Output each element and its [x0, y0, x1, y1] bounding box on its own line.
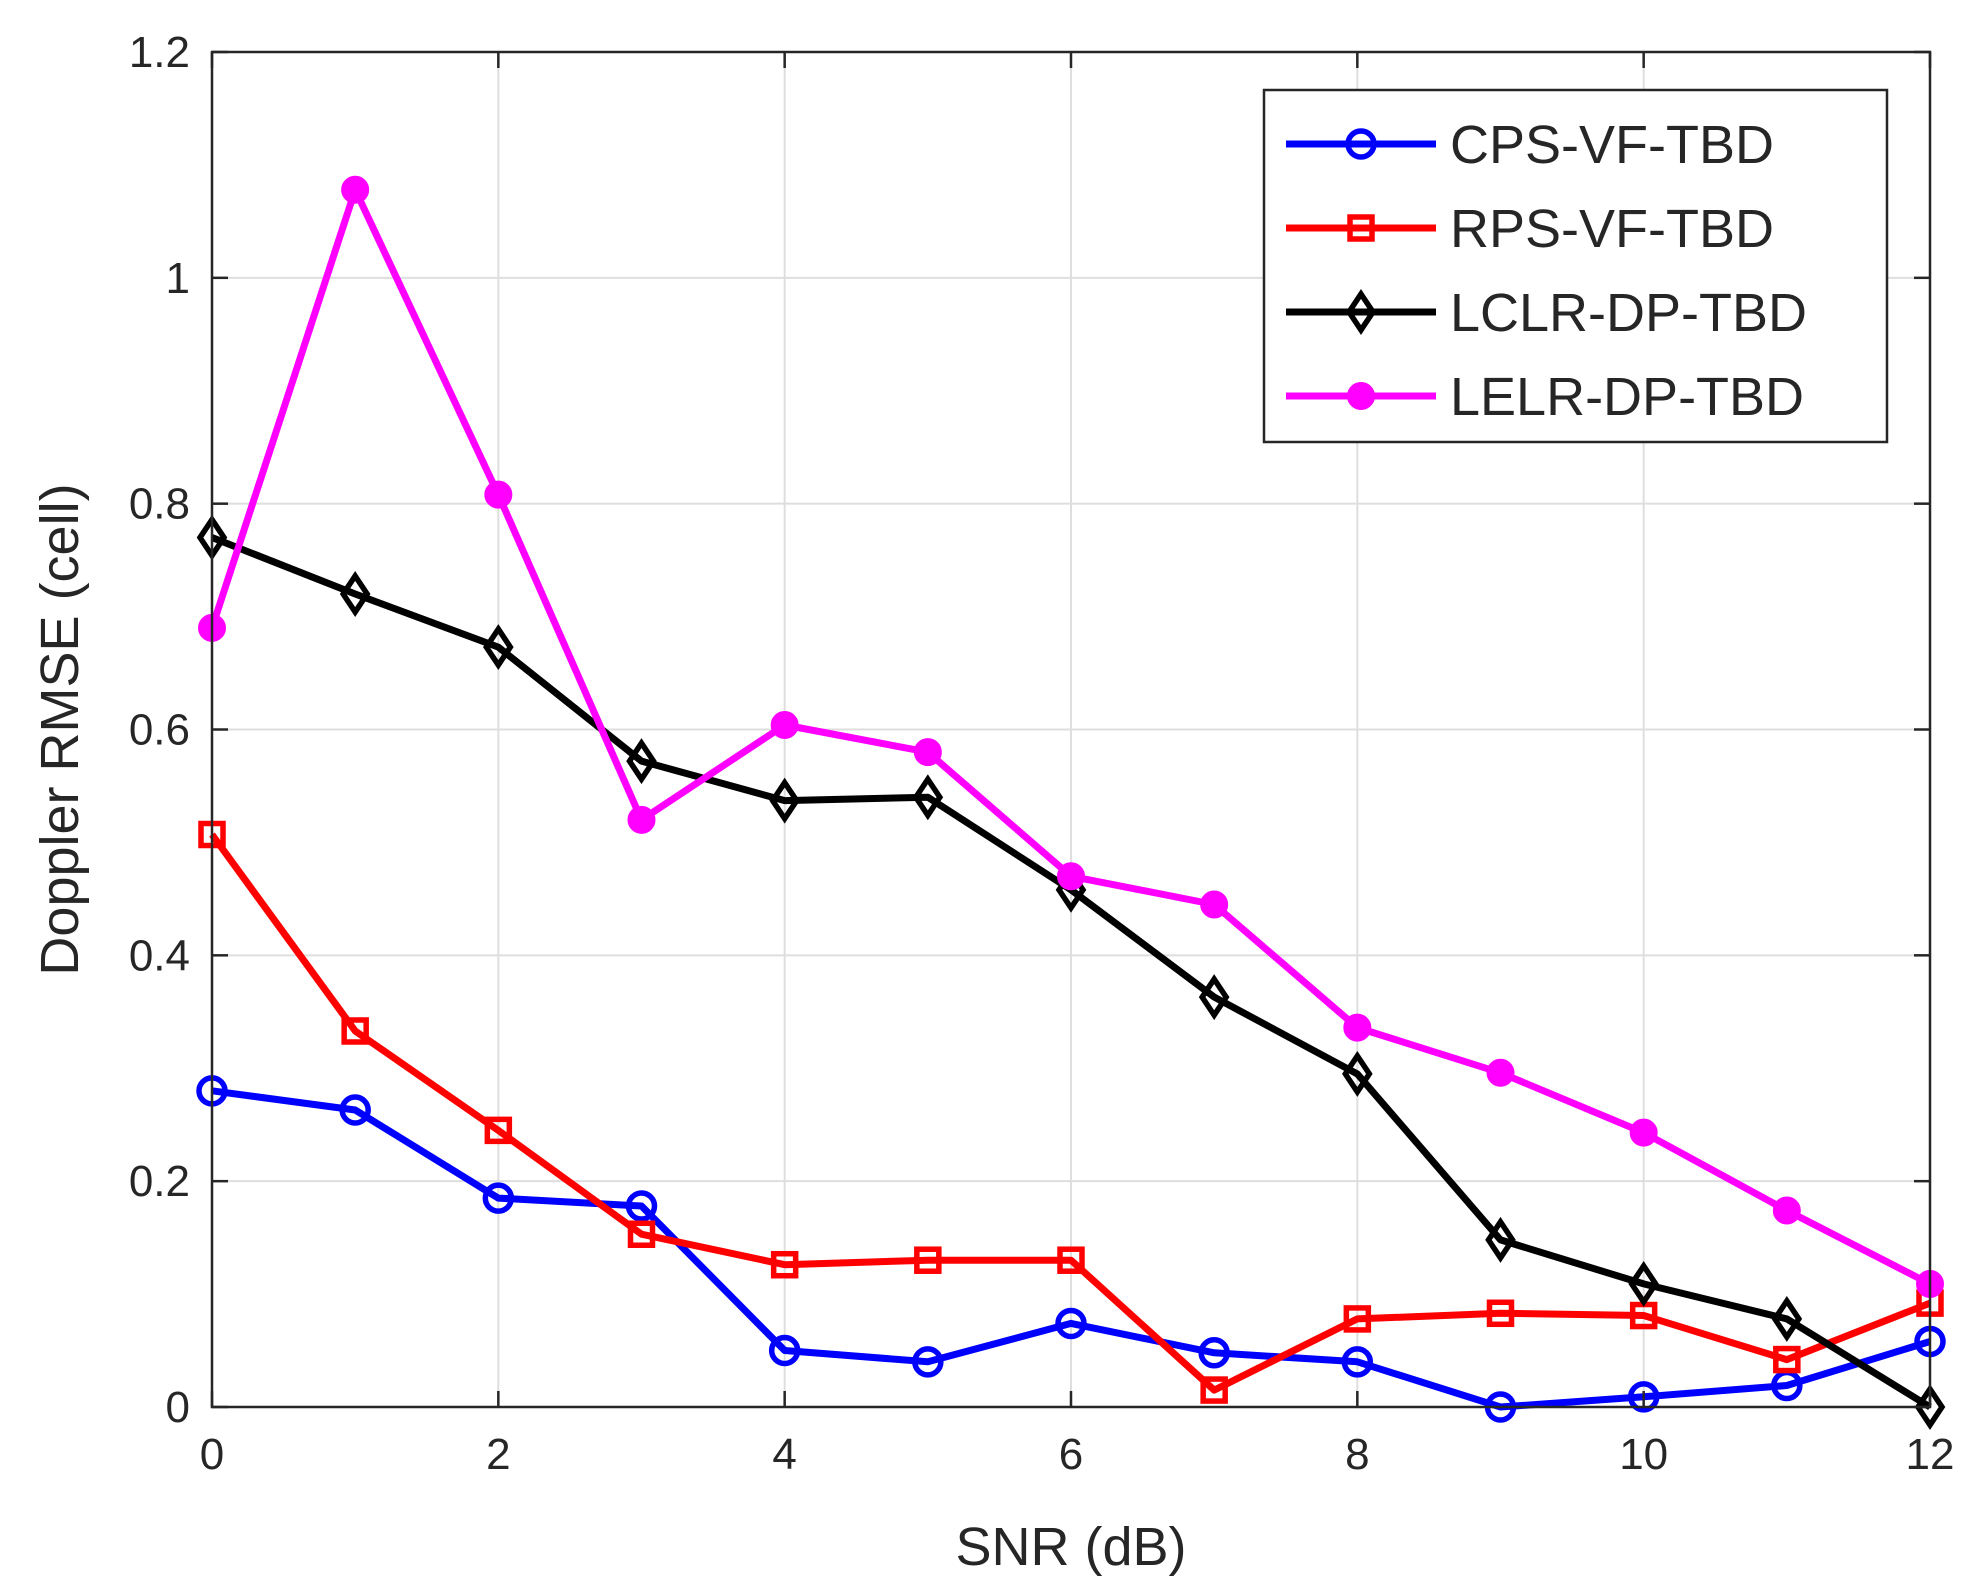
data-point-cps-vf-tbd: [768, 1334, 801, 1367]
data-point-lelr-dp-tbd: [484, 480, 513, 509]
data-point-lelr-dp-tbd: [1200, 890, 1229, 919]
data-point-lclr-dp-tbd: [483, 624, 514, 671]
data-point-cps-vf-tbd: [482, 1182, 515, 1214]
data-point-rps-vf-tbd: [484, 1116, 513, 1145]
data-point-lclr-dp-tbd: [1914, 1384, 1946, 1430]
data-point-lclr-dp-tbd: [1771, 1295, 1803, 1342]
data-point-lclr-dp-tbd: [1485, 1216, 1516, 1263]
legend-label: RPS-VF-TBD: [1450, 199, 1774, 259]
y-tick-label: 0.8: [129, 480, 190, 529]
data-point-lelr-dp-tbd: [1486, 1058, 1515, 1087]
legend-item: RPS-VF-TBD: [1286, 199, 1774, 259]
data-point-lclr-dp-tbd: [1345, 289, 1377, 335]
data-point-cps-vf-tbd: [1627, 1381, 1660, 1413]
data-point-rps-vf-tbd: [1343, 1305, 1372, 1333]
data-point-lclr-dp-tbd: [1342, 1050, 1373, 1097]
y-tick-label: 0.2: [129, 1157, 190, 1206]
data-point-rps-vf-tbd: [1773, 1345, 1801, 1374]
data-point-rps-vf-tbd: [1200, 1376, 1228, 1404]
data-point-lclr-dp-tbd: [769, 777, 800, 824]
y-tick-label: 0.6: [129, 706, 190, 755]
x-tick-label: 12: [1906, 1430, 1955, 1479]
legend-item: CPS-VF-TBD: [1286, 115, 1774, 175]
data-point-lelr-dp-tbd: [627, 805, 656, 834]
y-tick-label: 1: [166, 254, 190, 303]
x-tick-labels: 0 2 4 6 8 10 12: [200, 1430, 1955, 1479]
series-line-rps-vf-tbd: [209, 832, 1932, 1394]
y-axis-label: Doppler RMSE (cell): [30, 483, 90, 975]
data-point-rps-vf-tbd: [1057, 1246, 1085, 1274]
legend-box: [1262, 88, 1889, 444]
data-point-rps-vf-tbd: [770, 1250, 799, 1279]
data-point-rps-vf-tbd: [341, 1017, 369, 1045]
x-tick-label: 8: [1345, 1430, 1369, 1479]
legend-item: LELR-DP-TBD: [1286, 367, 1804, 427]
data-point-rps-vf-tbd: [627, 1220, 656, 1248]
data-point-cps-vf-tbd: [1198, 1337, 1230, 1369]
data-point-lelr-dp-tbd: [341, 175, 370, 204]
y-tick-label: 0.4: [129, 931, 190, 980]
data-point-rps-vf-tbd: [914, 1246, 942, 1274]
data-point-cps-vf-tbd: [1055, 1307, 1087, 1340]
data-point-lclr-dp-tbd: [339, 571, 371, 617]
x-tick-label: 0: [200, 1430, 224, 1479]
data-point-cps-vf-tbd: [912, 1346, 944, 1378]
series-layer: [196, 175, 1946, 1430]
data-point-lclr-dp-tbd: [912, 774, 944, 821]
data-point-lelr-dp-tbd: [1772, 1196, 1801, 1225]
data-point-lclr-dp-tbd: [1628, 1260, 1659, 1307]
data-point-lclr-dp-tbd: [626, 738, 657, 785]
data-point-lelr-dp-tbd: [1057, 862, 1085, 891]
x-tick-label: 2: [486, 1430, 510, 1479]
legend: CPS-VF-TBD RPS-VF-TBD LCLR-DP-TBD LELR-DP-T…: [1262, 88, 1889, 444]
legend-label: LCLR-DP-TBD: [1450, 283, 1807, 343]
data-point-rps-vf-tbd: [1486, 1299, 1515, 1328]
data-point-cps-vf-tbd: [625, 1190, 658, 1222]
data-point-lelr-dp-tbd: [770, 710, 799, 739]
x-axis-label: SNR (dB): [955, 1517, 1186, 1577]
y-tick-label: 1.2: [129, 28, 190, 77]
y-tick-labels: 0 0.2 0.4 0.6 0.8 1 1.2: [129, 28, 190, 1432]
data-point-lelr-dp-tbd: [1347, 382, 1375, 410]
legend-label: LELR-DP-TBD: [1450, 367, 1804, 427]
ticks: [210, 50, 1932, 1409]
data-point-lelr-dp-tbd: [913, 738, 942, 767]
legend-item: LCLR-DP-TBD: [1286, 283, 1807, 343]
x-tick-label: 4: [772, 1430, 796, 1479]
x-tick-label: 10: [1619, 1430, 1668, 1479]
data-point-lclr-dp-tbd: [1198, 974, 1230, 1021]
y-tick-label: 0: [166, 1383, 190, 1432]
data-point-rps-vf-tbd: [1347, 214, 1375, 242]
data-point-lelr-dp-tbd: [1629, 1118, 1658, 1147]
legend-label: CPS-VF-TBD: [1450, 115, 1774, 175]
data-point-lelr-dp-tbd: [1343, 1013, 1372, 1042]
data-point-cps-vf-tbd: [1345, 128, 1377, 160]
x-tick-label: 6: [1059, 1430, 1083, 1479]
data-point-cps-vf-tbd: [339, 1094, 371, 1126]
data-point-cps-vf-tbd: [1341, 1346, 1374, 1378]
